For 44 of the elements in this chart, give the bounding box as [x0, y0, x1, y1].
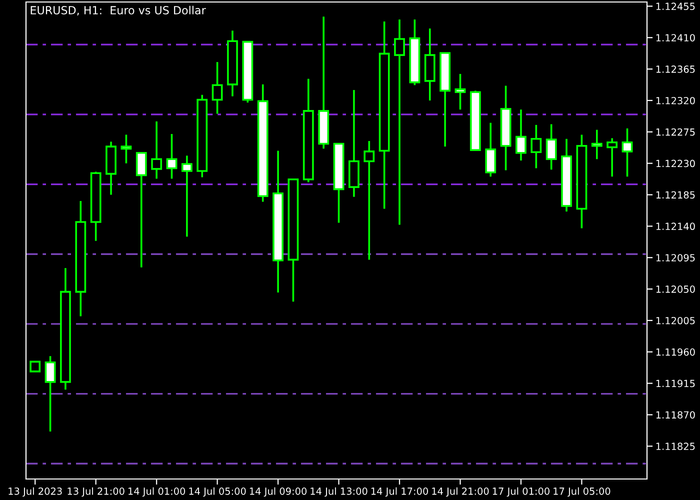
- candlestick: [622, 128, 633, 178]
- candlestick: [44, 355, 56, 432]
- x-tick-label: 14 Jul 05:00: [189, 487, 246, 497]
- y-tick-label: 1.12185: [656, 191, 695, 199]
- x-tick-label: 14 Jul 21:00: [432, 487, 489, 497]
- x-tick-label: 13 Jul 21:00: [68, 487, 124, 497]
- candlestick: [546, 123, 557, 171]
- y-tick-label: 1.11825: [656, 442, 695, 450]
- candlestick: [151, 120, 162, 180]
- candlestick: [120, 134, 132, 164]
- y-tick-label: 1.12140: [656, 222, 695, 230]
- x-tick-label: 14 Jul 17:00: [371, 487, 428, 497]
- y-tick-label: 1.11960: [656, 348, 695, 356]
- candlestick: [516, 108, 526, 162]
- candlestick: [606, 137, 618, 178]
- y-tick-label: 1.12365: [656, 66, 695, 73]
- x-tick-label: 17 Jul 01:00: [492, 487, 550, 497]
- candlestick: [181, 154, 192, 238]
- candlestick: [212, 61, 223, 115]
- x-tick-label: 17 Jul 05:00: [554, 487, 610, 497]
- y-tick-label: 1.12455: [656, 2, 695, 10]
- y-tick-label: 1.12050: [656, 286, 695, 293]
- candlestick: [166, 133, 178, 180]
- y-tick-label: 1.11915: [656, 380, 695, 388]
- candlestick: [364, 140, 375, 261]
- y-tick-label: 1.11870: [656, 411, 695, 419]
- y-tick-label: 1.12275: [656, 128, 695, 136]
- y-tick-label: 1.12320: [656, 96, 695, 104]
- x-tick-label: 13 Jul 2023: [8, 487, 62, 497]
- candlestick: [485, 122, 496, 178]
- x-tick-label: 14 Jul 13:00: [310, 487, 368, 497]
- candlestick: [530, 124, 542, 170]
- candlestick: [454, 73, 466, 110]
- candlestick: [30, 360, 41, 372]
- candlestick: [591, 128, 602, 160]
- y-tick-label: 1.12005: [656, 316, 695, 324]
- y-tick-label: 1.12230: [656, 160, 695, 168]
- x-tick-label: 14 Jul 01:00: [128, 487, 186, 497]
- y-tick-label: 1.12410: [656, 34, 695, 42]
- chart-title: EURUSD, H1: Euro vs US Dollar: [30, 6, 206, 16]
- candlestick: [136, 152, 147, 268]
- candlestick: [394, 18, 405, 226]
- x-tick-label: 14 Jul 09:00: [250, 487, 307, 497]
- y-tick-label: 1.12095: [656, 254, 695, 262]
